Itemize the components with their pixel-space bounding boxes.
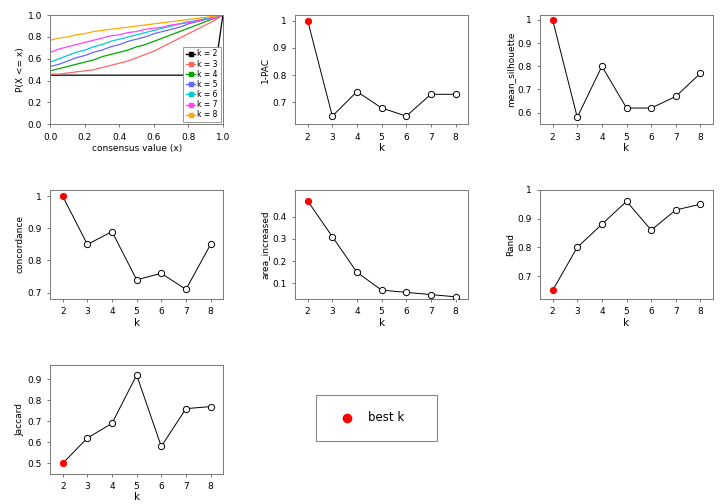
Y-axis label: Rand: Rand	[506, 233, 515, 256]
Text: best k: best k	[368, 411, 404, 424]
Y-axis label: Jaccard: Jaccard	[16, 403, 25, 435]
X-axis label: k: k	[134, 492, 140, 502]
X-axis label: k: k	[379, 318, 384, 328]
Y-axis label: mean_silhouette: mean_silhouette	[506, 32, 515, 107]
X-axis label: k: k	[134, 318, 140, 328]
X-axis label: k: k	[379, 143, 384, 153]
Y-axis label: 1-PAC: 1-PAC	[261, 57, 270, 83]
X-axis label: consensus value (x): consensus value (x)	[91, 145, 181, 153]
X-axis label: k: k	[624, 143, 629, 153]
Y-axis label: area_increased: area_increased	[261, 210, 270, 279]
Legend: k = 2, k = 3, k = 4, k = 5, k = 6, k = 7, k = 8: k = 2, k = 3, k = 4, k = 5, k = 6, k = 7…	[184, 47, 220, 122]
Y-axis label: P(X <= x): P(X <= x)	[16, 47, 25, 92]
X-axis label: k: k	[624, 318, 629, 328]
Y-axis label: concordance: concordance	[16, 215, 25, 274]
